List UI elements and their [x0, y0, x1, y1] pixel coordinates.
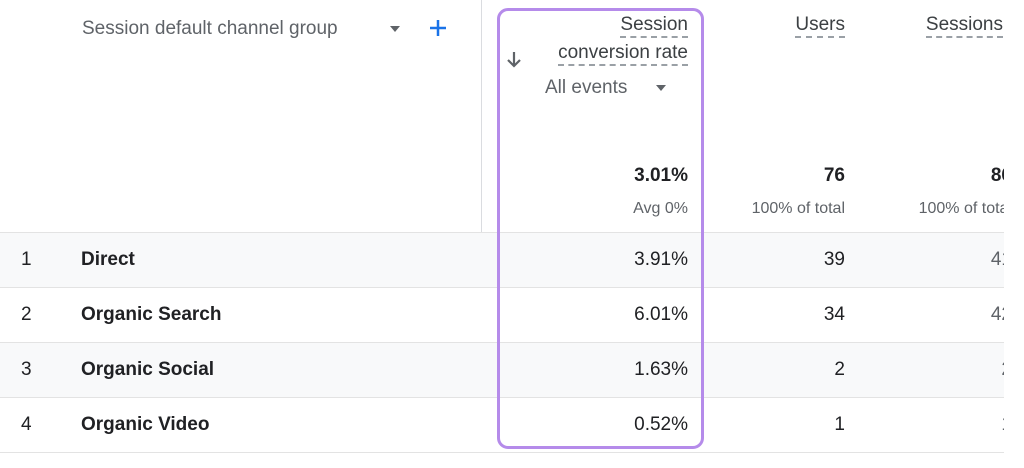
row-index: 3	[21, 359, 32, 380]
row-index: 2	[21, 304, 32, 325]
column-divider	[481, 0, 482, 452]
column-title: Session	[620, 14, 688, 38]
column-total: 3.01%	[634, 165, 688, 186]
cell-value: 42	[990, 304, 1004, 325]
sort-arrow[interactable]	[505, 50, 523, 70]
total-note: 100% of total	[918, 200, 1004, 217]
cell-value: 3.91%	[634, 249, 688, 270]
cell-value: 1	[1001, 398, 1004, 452]
column-total: 86	[990, 165, 1004, 186]
cell-value: 2	[1001, 343, 1004, 397]
cell-value: 2	[834, 359, 845, 380]
cell-value: 41	[990, 249, 1004, 270]
cell-value: 0.52%	[634, 414, 688, 435]
add-dimension-button[interactable]	[428, 18, 448, 38]
table-row[interactable]: 1 Direct 3.91% 39 41	[0, 232, 1004, 287]
event-dropdown[interactable]	[654, 83, 668, 93]
column-header[interactable]: Users	[795, 14, 845, 38]
cell-value: 34	[823, 304, 845, 325]
row-index: 1	[21, 249, 32, 270]
cell-value: 1	[834, 414, 845, 435]
table-row[interactable]: 2 Organic Search 6.01% 34 42	[0, 287, 1004, 342]
row-divider	[0, 452, 1004, 453]
dimension-header[interactable]: Session default channel group	[82, 18, 338, 39]
row-label: Organic Video	[81, 414, 210, 435]
row-label: Direct	[81, 249, 135, 270]
column-title: Sessions	[925, 14, 1003, 38]
cell-value: 6.01%	[634, 304, 688, 325]
cell-value: 39	[823, 249, 845, 270]
column-header[interactable]: Sessions	[925, 14, 1003, 38]
total-note: 100% of total	[751, 200, 845, 217]
cell-value: 1.63%	[634, 359, 688, 380]
table-row[interactable]: 3 Organic Social 1.63% 2 2	[0, 342, 1004, 397]
column-header[interactable]: Session conversion rate	[558, 14, 688, 66]
column-total: 76	[823, 165, 845, 186]
column-title: Users	[795, 14, 845, 38]
row-index: 4	[21, 414, 32, 435]
highlight-box	[497, 8, 704, 449]
column-title: conversion rate	[558, 42, 688, 66]
row-label: Organic Search	[81, 304, 222, 325]
row-label: Organic Social	[81, 359, 215, 380]
total-note: Avg 0%	[633, 200, 688, 217]
event-selector[interactable]: All events	[545, 77, 628, 98]
dimension-dropdown[interactable]	[388, 24, 402, 34]
